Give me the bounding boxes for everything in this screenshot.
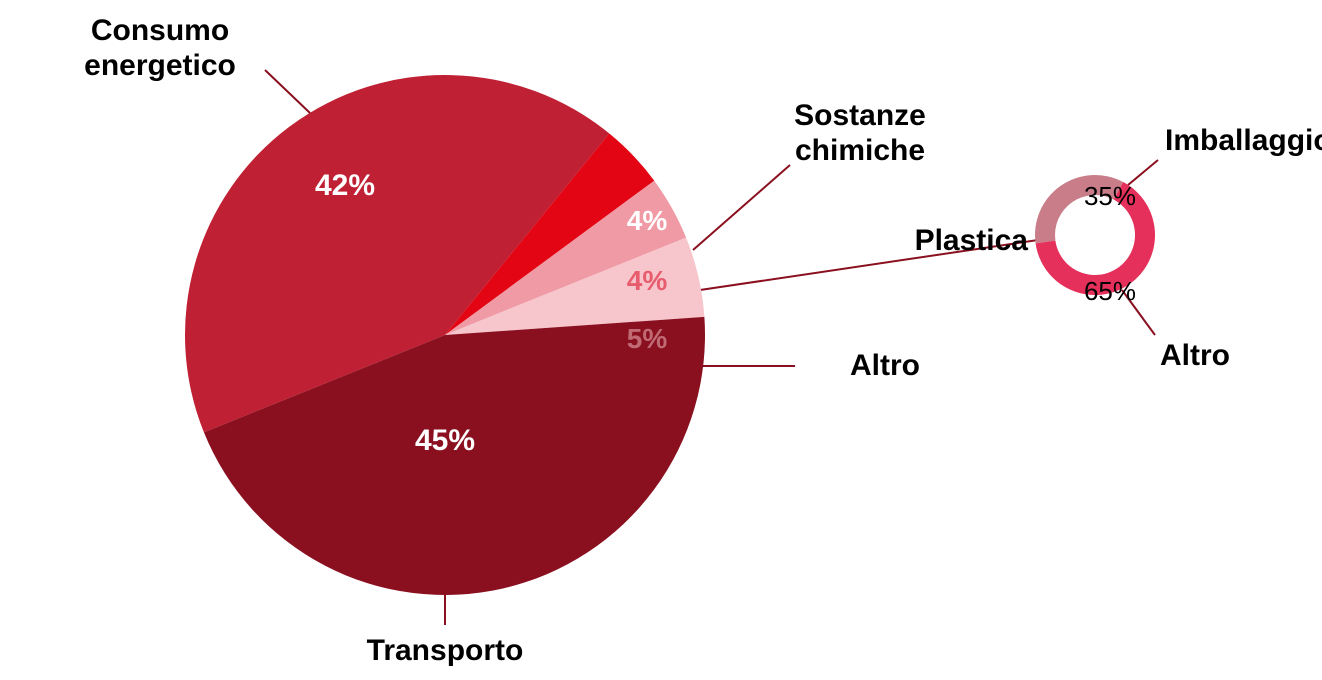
label-altro-main: Altro (850, 349, 920, 382)
label-imballaggio: Imballaggio (1165, 124, 1322, 157)
pct-imballaggio: 35% (1084, 181, 1136, 211)
label-plastica: Plastica (915, 224, 1029, 257)
leader-sostanze (693, 165, 790, 250)
label-sostanze-l2: chimiche (795, 134, 925, 167)
leader-consumo (265, 70, 310, 113)
label-transporto: Transporto (367, 634, 524, 667)
pct-altro: 5% (627, 323, 668, 354)
label-donut-altro: Altro (1160, 339, 1230, 372)
pct-transport: 45% (415, 424, 475, 457)
label-sostanze-l1: Sostanze (794, 99, 926, 132)
pct-consumo: 42% (315, 169, 375, 202)
pct-donut-altro: 65% (1084, 276, 1136, 306)
label-consumo-l1: Consumo (91, 14, 229, 47)
label-consumo-l2: energetico (84, 49, 236, 82)
pct-plastica: 4% (627, 265, 668, 296)
pct-sostanze: 4% (627, 205, 668, 236)
